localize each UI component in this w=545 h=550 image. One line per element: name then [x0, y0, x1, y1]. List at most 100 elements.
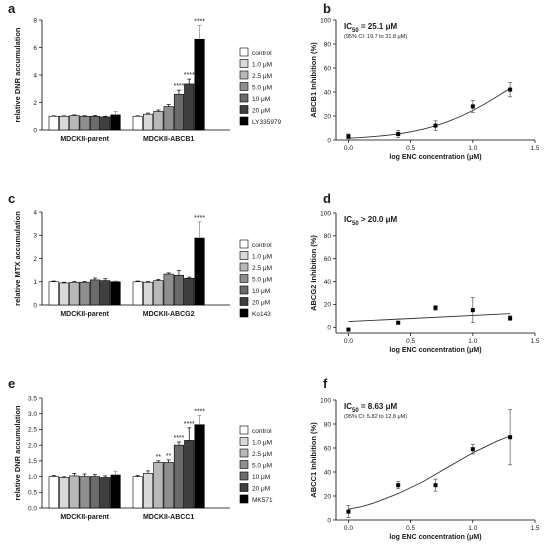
data-point [508, 316, 513, 321]
y-axis-label: ABCG2 Inhibition (%) [309, 235, 318, 311]
bar [69, 115, 80, 131]
legend-swatch [239, 82, 249, 91]
y-tick-label: 0 [327, 517, 331, 524]
bar [163, 273, 174, 306]
x-axis-label: log ENC concentration (μM) [389, 347, 481, 354]
y-tick-label: 4 [33, 209, 37, 216]
legend-swatch [239, 93, 249, 103]
bar [163, 106, 174, 131]
significance-label: **** [194, 408, 205, 415]
y-tick-label: 1.5 [28, 458, 37, 465]
bar [89, 476, 100, 509]
bar [100, 280, 111, 306]
legend-label: 5.0 μM [252, 463, 272, 470]
legend-swatch [239, 297, 249, 306]
legend-label: 5.0 μM [252, 85, 272, 92]
y-axis-label: relative MTX accumulation [13, 211, 22, 306]
legend-label: 20 μM [252, 300, 270, 307]
group-label: MDCKII-parent [60, 514, 109, 521]
y-tick-label: 2.5 [28, 427, 37, 434]
legend-label: 5.0 μM [252, 277, 272, 284]
legend-label: 1.0 μM [252, 62, 272, 69]
legend-swatch [239, 239, 249, 249]
data-point [470, 308, 475, 313]
bar [132, 115, 143, 131]
y-tick-label: 60 [324, 256, 332, 263]
bar [153, 462, 164, 509]
y-tick-label: 3.0 [28, 411, 37, 418]
data-point [396, 483, 401, 488]
y-axis-label: ABCB1 Inhibition (%) [309, 42, 318, 118]
x-tick-label: 1.5 [530, 338, 539, 345]
legend-swatch [239, 460, 249, 469]
y-tick-label: 80 [324, 41, 332, 48]
legend-swatch [239, 105, 249, 114]
bar [153, 280, 164, 306]
legend-swatch [239, 483, 249, 492]
y-tick-label: 0 [33, 302, 37, 309]
panel-letter: a [8, 1, 16, 16]
bar [58, 477, 70, 509]
bar [79, 281, 90, 306]
bar [100, 116, 111, 131]
bar [79, 476, 90, 509]
legend-label: LY335979 [252, 119, 282, 126]
ci-annotation: (95% CI: 19.7 to 31.8 μM) [344, 34, 407, 40]
legend-label: 10 μM [252, 288, 270, 295]
bar [194, 237, 205, 306]
bar [110, 114, 121, 131]
legend-label: 2.5 μM [252, 73, 272, 80]
significance-label: **** [173, 83, 184, 90]
bar [184, 277, 195, 306]
bar [132, 281, 143, 306]
legend-label: 10 μM [252, 474, 270, 481]
y-tick-label: 2 [33, 256, 37, 263]
data-point [396, 320, 401, 325]
ic50-annotation: IC50 = 8.63 μM [344, 402, 397, 414]
significance-label: **** [194, 19, 205, 26]
panel-letter: d [323, 191, 331, 206]
ic50-annotation: IC50 = 25.1 μM [344, 22, 397, 34]
ic50-annotation: IC50 > 20.0 μM [344, 215, 397, 227]
x-axis-label: log ENC concentration (μM) [389, 154, 481, 161]
y-tick-label: 2.0 [28, 442, 37, 449]
panel-c: c 0 1 2 3 4 relative MTX accumulation MDCKII-pa… [8, 191, 272, 318]
fit-curve [348, 313, 511, 323]
y-axis-label: ABCC1 Inhibition (%) [309, 422, 318, 498]
y-tick-label: 80 [324, 421, 332, 428]
y-tick-label: 60 [324, 65, 332, 72]
group-label: MDCKII-ABCB1 [143, 136, 194, 143]
y-tick-label: 0.0 [28, 505, 37, 512]
legend-swatch [239, 70, 249, 80]
y-tick-label: 100 [320, 397, 331, 404]
legend-label: 1.0 μM [252, 254, 272, 261]
fit-curve [348, 435, 511, 510]
legend-label: control [252, 242, 272, 249]
legend-label: control [252, 50, 272, 57]
y-tick-label: 20 [324, 302, 332, 309]
significance-label: ** [166, 453, 172, 460]
panel-b: b 0 20 40 60 80 100 0.0 0.5 1.0 1.5 log ENC concent… [309, 1, 540, 161]
y-tick-label: 2 [33, 100, 37, 107]
bar [110, 281, 121, 306]
y-axis-label: relative DNR accumulation [13, 405, 22, 500]
panel-letter: b [323, 1, 331, 16]
panel-d: d 0 20 40 60 80 100 0.0 0.5 1.0 1.5 log ENC concent… [309, 191, 540, 354]
bar [173, 444, 184, 509]
legend-swatch [239, 437, 249, 446]
group-label: MDCKII-parent [60, 311, 109, 318]
panel-letter: e [8, 376, 15, 391]
data-point [346, 134, 351, 139]
data-point [346, 327, 351, 332]
data-point [433, 123, 438, 128]
legend-swatch [239, 471, 249, 481]
group-label: MDCKII-parent [60, 136, 109, 143]
y-tick-label: 100 [320, 17, 331, 24]
bar [143, 113, 154, 131]
panel-e: e 0.0 0.5 1.0 1.5 2.0 2.5 3.0 3.5 relative DNR ac… [8, 376, 273, 521]
bar [143, 281, 154, 306]
bar [184, 83, 195, 131]
x-tick-label: 0.5 [406, 338, 415, 345]
legend-swatch [239, 494, 249, 504]
legend-label: MK571 [252, 497, 273, 504]
